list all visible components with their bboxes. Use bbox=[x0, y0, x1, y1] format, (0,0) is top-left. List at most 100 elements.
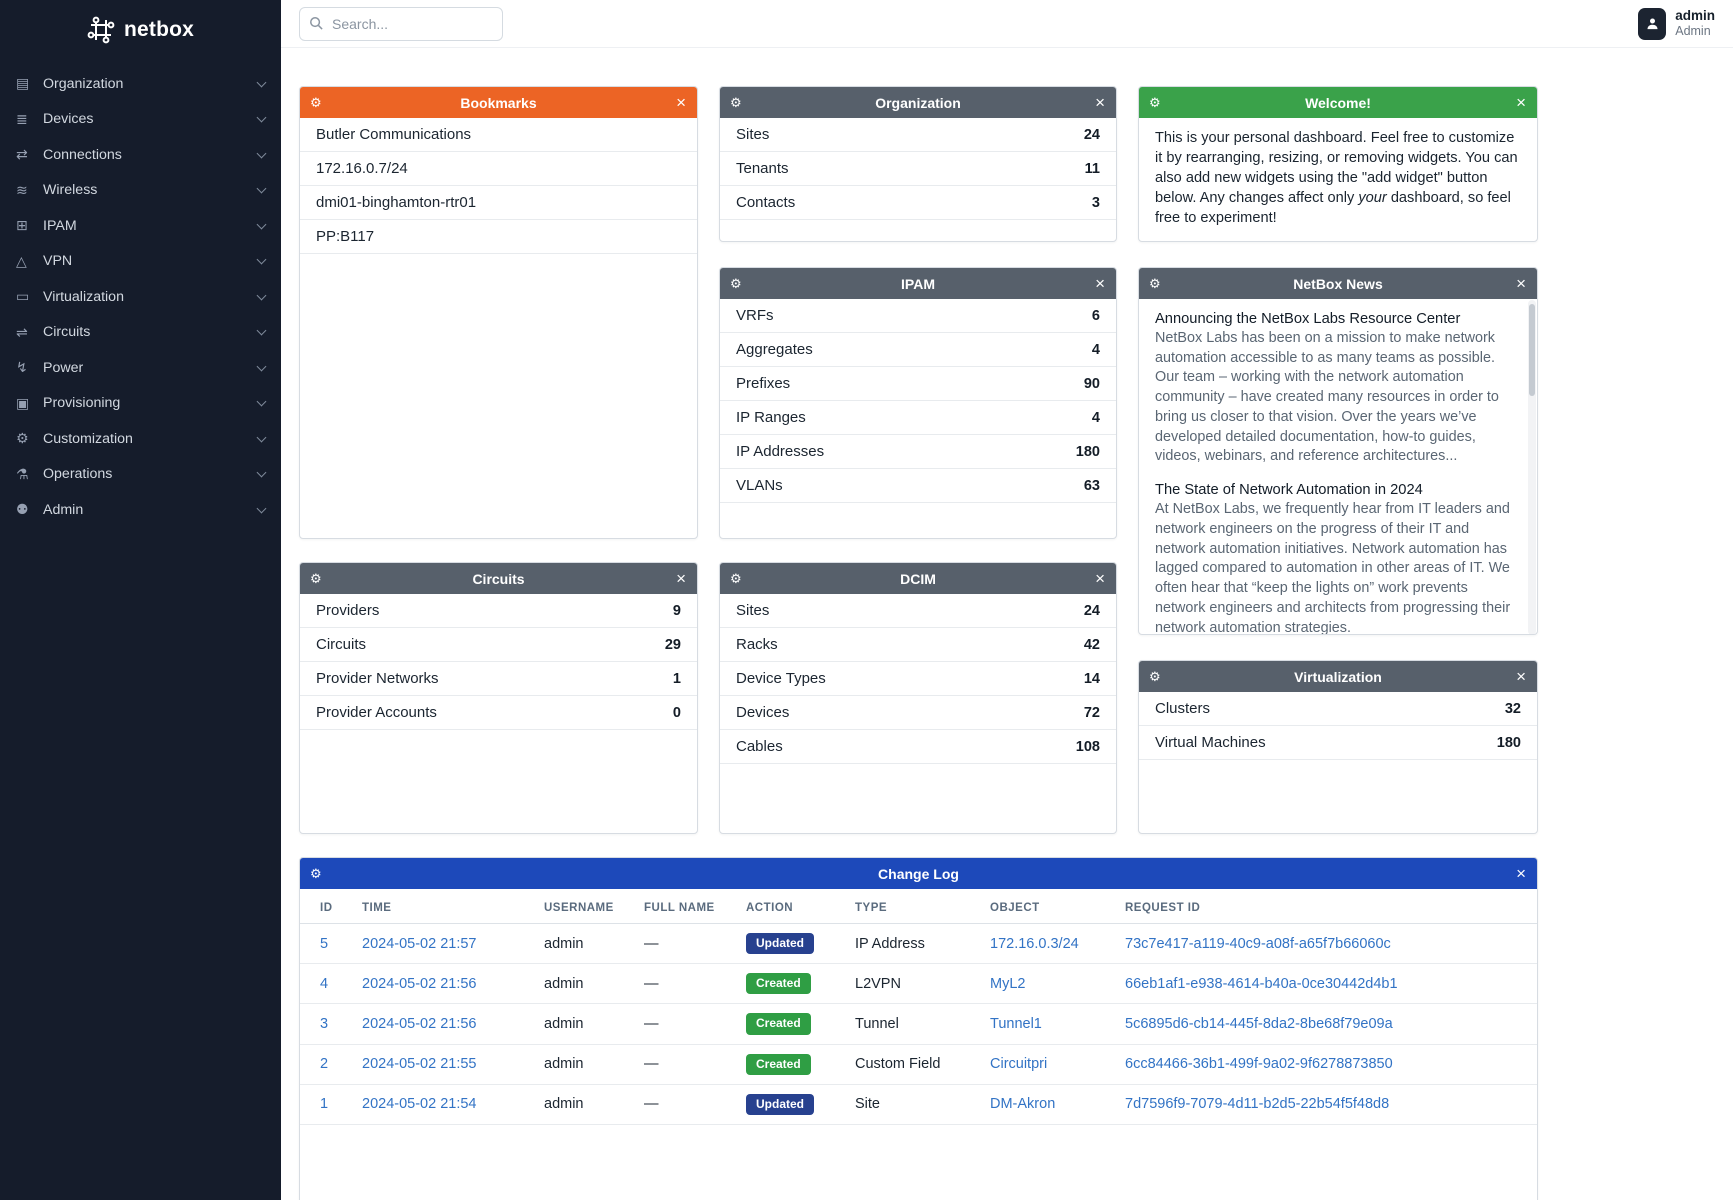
sidebar-item-connections[interactable]: ⇄ Connections bbox=[0, 137, 281, 173]
close-icon[interactable]: × bbox=[1516, 864, 1526, 883]
changelog-object-link[interactable]: Circuitpri bbox=[990, 1056, 1048, 1073]
close-icon[interactable]: × bbox=[676, 93, 686, 112]
bookmark-item[interactable]: dmi01-binghamton-rtr01 bbox=[300, 186, 697, 220]
sidebar-item-virtualization[interactable]: ▭ Virtualization bbox=[0, 279, 281, 315]
column-header-username[interactable]: USERNAME bbox=[532, 889, 632, 924]
changelog-object-link[interactable]: Tunnel1 bbox=[990, 1015, 1042, 1032]
gear-icon[interactable]: ⚙ bbox=[730, 276, 742, 291]
column-header-requestid[interactable]: REQUEST ID bbox=[1113, 889, 1537, 924]
scrollbar-thumb[interactable] bbox=[1529, 304, 1535, 396]
stat-row[interactable]: IP Ranges 4 bbox=[720, 401, 1116, 435]
stat-row[interactable]: VRFs 6 bbox=[720, 299, 1116, 333]
changelog-request-link[interactable]: 6cc84466-36b1-499f-9a02-9f6278873850 bbox=[1125, 1056, 1393, 1073]
stat-row[interactable]: Prefixes 90 bbox=[720, 367, 1116, 401]
close-icon[interactable]: × bbox=[676, 569, 686, 588]
stat-row[interactable]: Sites 24 bbox=[720, 594, 1116, 628]
stat-row[interactable]: Circuits 29 bbox=[300, 628, 697, 662]
column-header-time[interactable]: TIME bbox=[350, 889, 532, 924]
news-headline[interactable]: The State of Network Automation in 2024 bbox=[1155, 482, 1423, 499]
changelog-id-link[interactable]: 2 bbox=[320, 1056, 329, 1073]
changelog-time-link[interactable]: 2024-05-02 21:56 bbox=[362, 975, 477, 992]
bookmark-item[interactable]: Butler Communications bbox=[300, 118, 697, 152]
close-icon[interactable]: × bbox=[1095, 93, 1105, 112]
column-header-action[interactable]: ACTION bbox=[734, 889, 843, 924]
changelog-time-link[interactable]: 2024-05-02 21:55 bbox=[362, 1056, 477, 1073]
gear-icon[interactable]: ⚙ bbox=[730, 571, 742, 586]
widget-circuits: ⚙ Circuits × Providers 9 Circuits 29 bbox=[299, 562, 698, 834]
sidebar-item-circuits[interactable]: ⇌ Circuits bbox=[0, 315, 281, 351]
changelog-username: admin bbox=[532, 1084, 632, 1125]
widget-organization-header: ⚙ Organization × bbox=[720, 87, 1116, 118]
changelog-request-link[interactable]: 66eb1af1-e938-4614-b40a-0ce30442d4b1 bbox=[1125, 975, 1398, 992]
close-icon[interactable]: × bbox=[1516, 667, 1526, 686]
stat-row[interactable]: Contacts 3 bbox=[720, 186, 1116, 220]
stat-row[interactable]: Virtual Machines 180 bbox=[1139, 726, 1537, 760]
close-icon[interactable]: × bbox=[1516, 274, 1526, 293]
changelog-time-link[interactable]: 2024-05-02 21:56 bbox=[362, 1015, 477, 1032]
stat-label: Contacts bbox=[736, 194, 796, 211]
user-menu-button[interactable] bbox=[1638, 7, 1667, 40]
column-header-fullname[interactable]: FULL NAME bbox=[632, 889, 734, 924]
bookmark-item[interactable]: 172.16.0.7/24 bbox=[300, 152, 697, 186]
stat-row[interactable]: Device Types 14 bbox=[720, 662, 1116, 696]
stat-row[interactable]: Tenants 11 bbox=[720, 152, 1116, 186]
stat-row[interactable]: Aggregates 4 bbox=[720, 333, 1116, 367]
gear-icon[interactable]: ⚙ bbox=[310, 95, 322, 110]
changelog-request-link[interactable]: 7d7596f9-7079-4d11-b2d5-22b54f5f48d8 bbox=[1125, 1096, 1390, 1113]
stat-row[interactable]: Clusters 32 bbox=[1139, 692, 1537, 726]
sidebar-item-operations[interactable]: ⚗ Operations bbox=[0, 457, 281, 493]
brand[interactable]: netbox bbox=[0, 0, 281, 50]
column-header-id[interactable]: ID bbox=[300, 889, 350, 924]
sidebar-item-ipam[interactable]: ⊞ IPAM bbox=[0, 208, 281, 244]
stat-row[interactable]: VLANs 63 bbox=[720, 469, 1116, 503]
gear-icon[interactable]: ⚙ bbox=[310, 866, 322, 881]
changelog-object-link[interactable]: 172.16.0.3/24 bbox=[990, 935, 1079, 952]
gear-icon[interactable]: ⚙ bbox=[1149, 669, 1161, 684]
user-meta[interactable]: admin Admin bbox=[1675, 8, 1715, 39]
changelog-request-link[interactable]: 73c7e417-a119-40c9-a08f-a65f7b66060c bbox=[1125, 935, 1391, 952]
stat-row[interactable]: Providers 9 bbox=[300, 594, 697, 628]
sidebar-item-devices[interactable]: ≣ Devices bbox=[0, 102, 281, 138]
changelog-id-link[interactable]: 5 bbox=[320, 935, 329, 952]
stat-label: Device Types bbox=[736, 670, 826, 687]
changelog-object-link[interactable]: DM-Akron bbox=[990, 1096, 1056, 1113]
gear-icon[interactable]: ⚙ bbox=[730, 95, 742, 110]
changelog-time-link[interactable]: 2024-05-02 21:54 bbox=[362, 1096, 477, 1113]
sidebar-item-vpn[interactable]: △ VPN bbox=[0, 244, 281, 280]
changelog-id-link[interactable]: 1 bbox=[320, 1096, 329, 1113]
stat-row[interactable]: Sites 24 bbox=[720, 118, 1116, 152]
stat-row[interactable]: Provider Networks 1 bbox=[300, 662, 697, 696]
column-header-type[interactable]: TYPE bbox=[843, 889, 978, 924]
stat-row[interactable]: Racks 42 bbox=[720, 628, 1116, 662]
close-icon[interactable]: × bbox=[1516, 93, 1526, 112]
scrollbar[interactable] bbox=[1528, 300, 1536, 634]
gear-icon[interactable]: ⚙ bbox=[1149, 95, 1161, 110]
stat-label: IP Ranges bbox=[736, 409, 806, 426]
stat-label: VRFs bbox=[736, 307, 774, 324]
sidebar-item-power[interactable]: ↯ Power bbox=[0, 350, 281, 386]
changelog-time-link[interactable]: 2024-05-02 21:57 bbox=[362, 935, 477, 952]
sidebar-item-customization[interactable]: ⚙ Customization bbox=[0, 421, 281, 457]
changelog-object-link[interactable]: MyL2 bbox=[990, 975, 1026, 992]
stat-row[interactable]: IP Addresses 180 bbox=[720, 435, 1116, 469]
news-headline[interactable]: Announcing the NetBox Labs Resource Cent… bbox=[1155, 311, 1461, 327]
stat-row[interactable]: Cables 108 bbox=[720, 730, 1116, 764]
sidebar-item-provisioning[interactable]: ▣ Provisioning bbox=[0, 386, 281, 422]
gear-icon[interactable]: ⚙ bbox=[310, 571, 322, 586]
close-icon[interactable]: × bbox=[1095, 274, 1105, 293]
search-box[interactable] bbox=[299, 6, 503, 41]
changelog-id-link[interactable]: 3 bbox=[320, 1015, 329, 1032]
gear-icon[interactable]: ⚙ bbox=[1149, 276, 1161, 291]
sidebar-item-wireless[interactable]: ≋ Wireless bbox=[0, 173, 281, 209]
bookmark-item[interactable]: PP:B117 bbox=[300, 220, 697, 254]
sidebar-item-organization[interactable]: ▤ Organization bbox=[0, 66, 281, 102]
changelog-request-link[interactable]: 5c6895d6-cb14-445f-8da2-8be68f79e09a bbox=[1125, 1015, 1393, 1032]
stat-row[interactable]: Provider Accounts 0 bbox=[300, 696, 697, 730]
sidebar-item-label: Devices bbox=[43, 111, 94, 128]
column-header-object[interactable]: OBJECT bbox=[978, 889, 1113, 924]
close-icon[interactable]: × bbox=[1095, 569, 1105, 588]
sidebar-item-admin[interactable]: ⚉ Admin bbox=[0, 492, 281, 528]
changelog-id-link[interactable]: 4 bbox=[320, 975, 329, 992]
search-input[interactable] bbox=[299, 6, 503, 41]
stat-row[interactable]: Devices 72 bbox=[720, 696, 1116, 730]
